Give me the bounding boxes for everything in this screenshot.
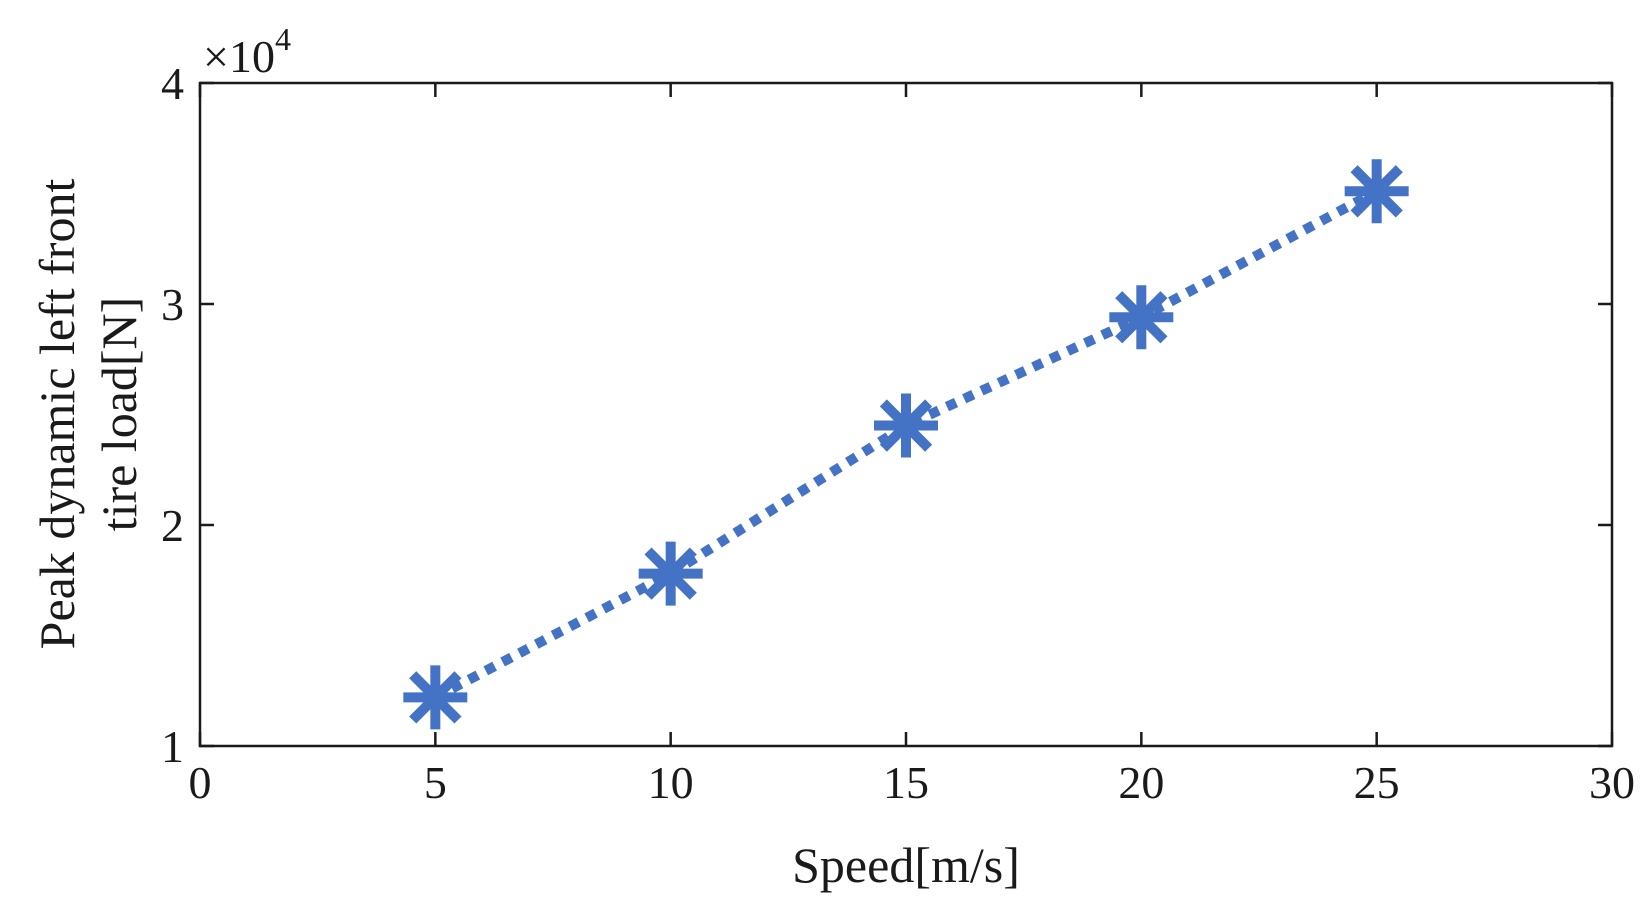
y-axis-exponent-base: ×10 <box>203 31 275 82</box>
y-axis-exponent: ×104 <box>203 21 291 82</box>
x-tick-label: 0 <box>189 757 212 808</box>
asterisk-stroke <box>1115 291 1168 344</box>
data-point-asterisk <box>1109 285 1174 350</box>
data-point-asterisk <box>403 665 468 730</box>
x-tick-label: 10 <box>648 757 694 808</box>
y-ticks: 1 2 3 4 <box>161 58 1612 772</box>
x-axis-title: Speed[m/s] <box>792 837 1020 893</box>
y-axis-exponent-power: 4 <box>275 21 291 57</box>
data-point-asterisk <box>874 393 938 458</box>
series-line <box>433 186 1380 702</box>
y-axis-title-line-2: tire load[N] <box>91 297 147 532</box>
asterisk-stroke <box>409 671 462 724</box>
asterisk-stroke <box>1350 165 1403 218</box>
x-tick-label: 20 <box>1118 757 1164 808</box>
x-ticks: 0 5 10 15 20 25 30 <box>189 83 1635 808</box>
series-layer <box>403 159 1409 730</box>
y-tick-label: 3 <box>161 279 184 330</box>
y-axis-title: Peak dynamic left front tire load[N] <box>29 179 147 650</box>
x-tick-label: 30 <box>1589 757 1635 808</box>
asterisk-stroke <box>644 547 697 600</box>
y-axis-title-line-1: Peak dynamic left front <box>29 179 85 650</box>
y-tick-label: 2 <box>161 500 184 551</box>
y-tick-label: 1 <box>161 721 184 772</box>
data-point-asterisk <box>1344 159 1409 224</box>
x-tick-label: 25 <box>1354 757 1400 808</box>
asterisk-stroke <box>879 399 933 452</box>
y-tick-label: 4 <box>161 58 184 109</box>
x-tick-label: 5 <box>424 757 447 808</box>
data-point-asterisk <box>638 541 703 606</box>
x-tick-label: 15 <box>883 757 929 808</box>
